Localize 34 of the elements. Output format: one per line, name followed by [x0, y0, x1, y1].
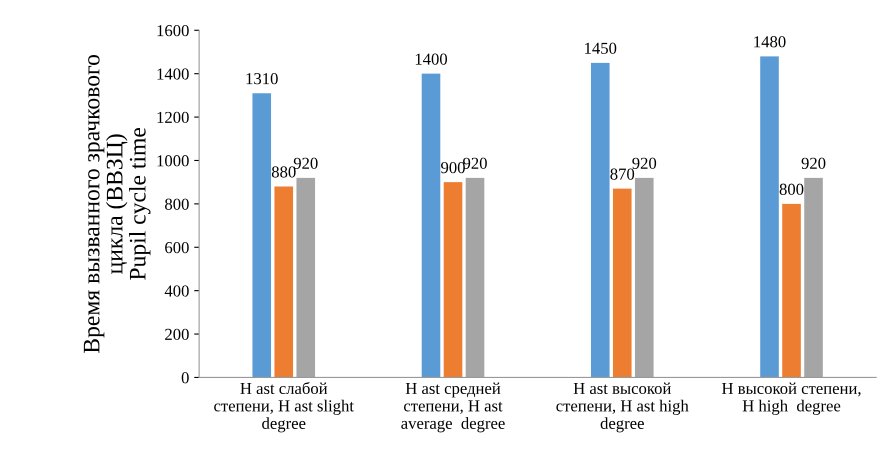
bar: [444, 182, 462, 378]
x-tick-label: H ast слабой степени, H ast slight degree: [214, 382, 354, 432]
x-tick-label: H ast средней степени, H ast average degree: [401, 382, 505, 432]
y-tick-label: 0: [182, 372, 189, 384]
data-label: 1450: [585, 42, 616, 54]
y-tick-label: 1400: [158, 68, 189, 80]
data-label: 880: [272, 166, 296, 178]
data-label: 900: [441, 162, 465, 174]
bar: [274, 186, 294, 378]
bar: [760, 56, 779, 378]
bar: [252, 93, 272, 378]
y-tick-label: 600: [165, 242, 189, 254]
data-label: 1480: [754, 36, 786, 48]
bar: [782, 204, 801, 378]
bar: [590, 62, 610, 378]
y-tick-label: 1000: [158, 155, 189, 166]
data-label: 920: [463, 158, 487, 169]
bar: [422, 74, 440, 378]
y-tick-label: 200: [165, 328, 189, 340]
bar: [612, 188, 632, 378]
data-label: 920: [802, 158, 826, 169]
y-tick-label: 1200: [158, 112, 189, 124]
data-label: 920: [294, 158, 318, 169]
x-tick-label: H ast высокой степени, H ast high degree: [556, 382, 689, 432]
y-tick-label: 1600: [158, 24, 189, 36]
y-tick-label: 400: [164, 285, 189, 297]
y-tick-label: 800: [165, 198, 189, 210]
data-label: 1400: [416, 54, 448, 65]
data-label: 1310: [246, 73, 278, 84]
x-tick-label: H высокой степени, H high degree: [722, 382, 860, 415]
y-axis-title: Время вызванного зрачкового цикла (ВВЗЦ) Pupil cycle time: [84, 54, 151, 353]
data-label: 870: [610, 168, 634, 180]
data-label: 920: [632, 158, 656, 169]
data-label: 800: [780, 184, 804, 195]
